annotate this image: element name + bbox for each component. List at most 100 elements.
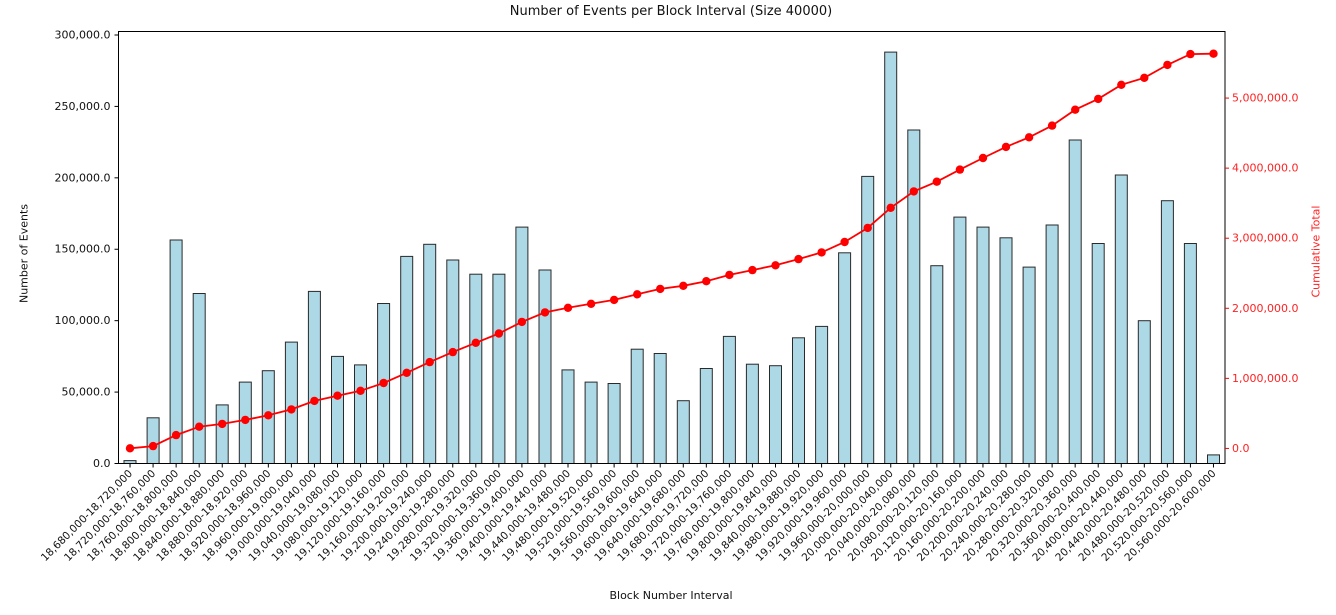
- cumulative-line-marker: [886, 203, 895, 212]
- cumulative-line-marker: [817, 248, 826, 257]
- right-axis-tick-label: 1,000,000.0: [1232, 372, 1298, 385]
- bar: [1022, 266, 1036, 464]
- bar: [884, 51, 898, 464]
- bar: [400, 255, 414, 464]
- bar: [1160, 200, 1174, 464]
- cumulative-line-marker: [725, 270, 734, 280]
- bar: [1207, 454, 1220, 464]
- left-axis-tick-label: 100,000.0: [55, 314, 111, 327]
- cumulative-line-marker: [356, 386, 365, 395]
- cumulative-line-marker: [656, 284, 665, 294]
- cumulative-line-marker: [402, 368, 411, 377]
- chart-title: Number of Events per Block Interval (Siz…: [509, 4, 833, 19]
- bar: [722, 335, 736, 464]
- cumulative-line-marker: [609, 295, 619, 305]
- left-axis-tick-label: 50,000.0: [62, 386, 111, 399]
- bar: [930, 265, 944, 465]
- bar: [1091, 243, 1105, 464]
- cumulative-line-marker: [1140, 73, 1149, 83]
- cumulative-line-marker: [494, 329, 504, 338]
- bar: [538, 269, 552, 464]
- cumulative-line-marker: [1163, 60, 1172, 70]
- bar: [1114, 174, 1128, 464]
- bar: [584, 381, 598, 465]
- bar: [653, 353, 667, 464]
- cumulative-line-marker: [287, 405, 296, 414]
- cumulative-line-marker: [540, 308, 550, 317]
- cumulative-line-marker: [794, 254, 803, 264]
- bar: [792, 337, 805, 464]
- bar: [146, 417, 160, 464]
- cumulative-line-marker: [379, 378, 388, 388]
- bar: [1045, 224, 1059, 464]
- cumulative-line-marker: [171, 430, 181, 440]
- cumulative-line-marker: [586, 299, 596, 308]
- cumulative-line-marker: [1209, 49, 1218, 58]
- cumulative-line-marker: [471, 338, 480, 347]
- cumulative-line-marker: [702, 277, 711, 286]
- bar: [561, 369, 575, 464]
- cumulative-line-marker: [978, 153, 988, 163]
- right-axis-tick-label: 0.0: [1232, 442, 1250, 455]
- left-axis-tick-label: 300,000.0: [55, 28, 111, 41]
- bar: [769, 365, 782, 465]
- cumulative-line-marker: [310, 396, 319, 406]
- bar: [1068, 139, 1082, 464]
- left-axis-tick-label: 150,000.0: [55, 243, 111, 256]
- cumulative-line-marker: [218, 419, 227, 429]
- cumulative-line-marker: [333, 391, 342, 400]
- bar: [815, 325, 829, 464]
- cumulative-line-marker: [1094, 94, 1103, 104]
- bar: [953, 216, 967, 464]
- right-axis-tick-label: 4,000,000.0: [1232, 162, 1298, 175]
- cumulative-line-marker: [448, 347, 457, 357]
- bar: [307, 290, 321, 464]
- bar: [745, 363, 759, 465]
- left-axis-tick-label: 200,000.0: [55, 171, 111, 184]
- bar: [1183, 243, 1197, 464]
- bar: [423, 243, 437, 464]
- right-y-axis-label: Cumulative Total: [1309, 205, 1323, 298]
- cumulative-line-marker: [195, 422, 204, 431]
- left-axis-tick-label: 250,000.0: [55, 100, 111, 113]
- bar: [469, 273, 483, 465]
- cumulative-line-marker: [1071, 105, 1080, 114]
- bar: [838, 252, 852, 464]
- cumulative-line-marker: [148, 441, 158, 451]
- cumulative-line-marker: [1186, 49, 1195, 59]
- bar: [907, 129, 921, 464]
- bar: [446, 259, 460, 464]
- cumulative-line-marker: [909, 187, 918, 196]
- bar: [492, 273, 506, 465]
- cumulative-line-marker: [425, 357, 434, 367]
- x-axis-label: Block Number Interval: [609, 589, 733, 602]
- cumulative-line-marker: [771, 261, 780, 270]
- bar: [630, 348, 644, 465]
- cumulative-line-marker: [863, 223, 872, 233]
- right-axis-tick-label: 3,000,000.0: [1232, 232, 1298, 245]
- bar: [676, 400, 690, 465]
- left-axis-tick-label: 0.0: [93, 457, 111, 470]
- cumulative-line-marker: [264, 411, 273, 420]
- cumulative-line-marker: [1024, 133, 1034, 142]
- bar: [169, 239, 183, 464]
- cumulative-line-marker: [679, 281, 688, 290]
- right-axis-tick-label: 5,000,000.0: [1232, 92, 1298, 105]
- bar: [1137, 320, 1151, 465]
- bar: [699, 368, 713, 464]
- bar: [976, 226, 990, 464]
- cumulative-line-marker: [932, 177, 941, 186]
- bar: [331, 355, 344, 464]
- bar: [999, 237, 1013, 464]
- cumulative-line-marker: [241, 415, 250, 425]
- cumulative-line-marker: [563, 303, 573, 312]
- bar: [215, 404, 229, 464]
- cumulative-line-marker: [1117, 80, 1126, 90]
- plot-border: [118, 31, 1226, 464]
- cumulative-line-marker: [748, 265, 757, 275]
- bar: [284, 341, 298, 465]
- cumulative-line-marker: [517, 317, 527, 327]
- left-y-axis-label: Number of Events: [17, 203, 31, 304]
